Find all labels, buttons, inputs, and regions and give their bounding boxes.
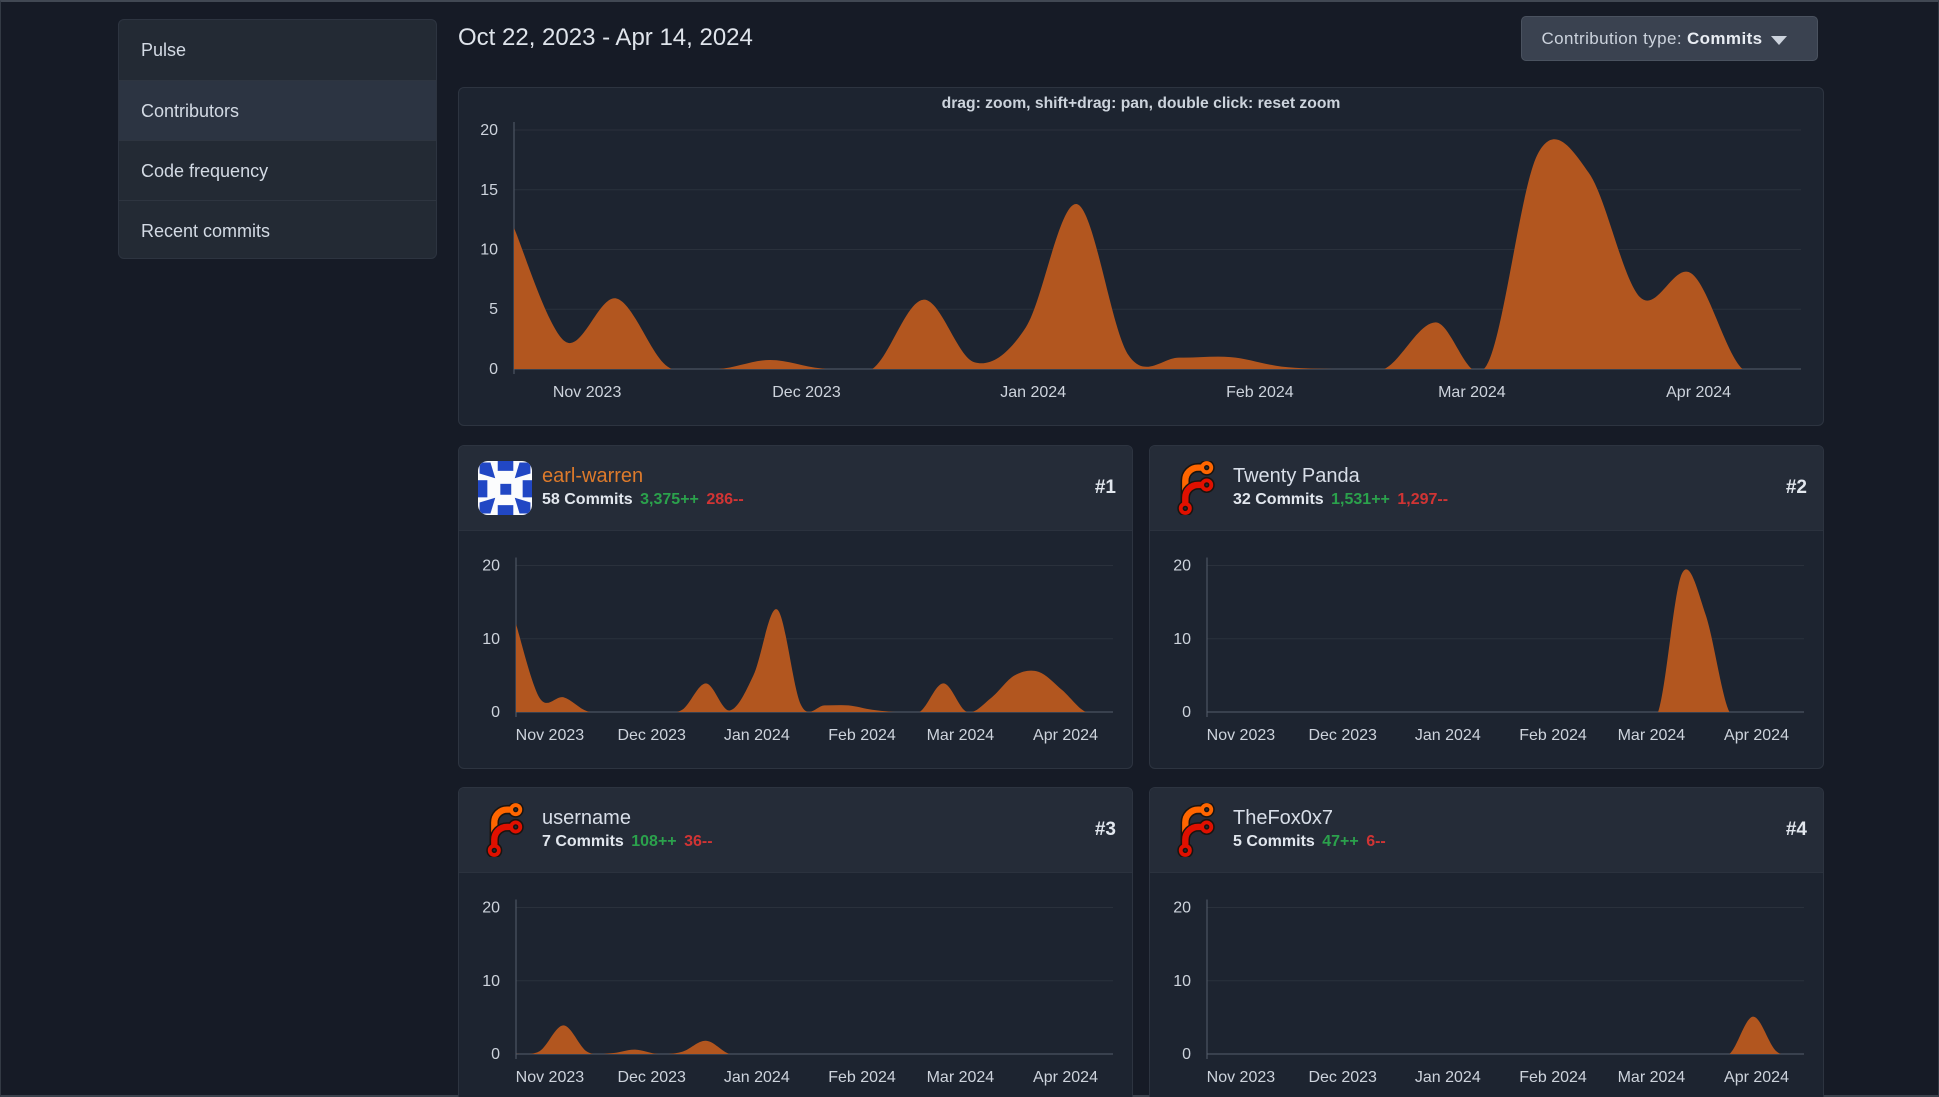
svg-text:20: 20	[1173, 558, 1191, 575]
svg-text:10: 10	[482, 631, 500, 648]
svg-text:Nov 2023: Nov 2023	[516, 1069, 585, 1086]
svg-text:0: 0	[491, 704, 500, 721]
svg-text:10: 10	[1173, 631, 1191, 648]
svg-text:20: 20	[1173, 900, 1191, 917]
svg-text:Feb 2024: Feb 2024	[1519, 1069, 1587, 1086]
svg-text:10: 10	[482, 973, 500, 990]
svg-text:Mar 2024: Mar 2024	[1438, 384, 1506, 401]
svg-text:Mar 2024: Mar 2024	[1618, 1069, 1686, 1086]
svg-text:Apr 2024: Apr 2024	[1724, 727, 1789, 744]
svg-text:Mar 2024: Mar 2024	[927, 1069, 995, 1086]
svg-text:0: 0	[491, 1046, 500, 1063]
svg-text:Feb 2024: Feb 2024	[828, 1069, 896, 1086]
svg-text:10: 10	[480, 242, 498, 259]
svg-text:Nov 2023: Nov 2023	[553, 384, 622, 401]
svg-text:Jan 2024: Jan 2024	[724, 1069, 790, 1086]
svg-text:Apr 2024: Apr 2024	[1666, 384, 1731, 401]
svg-text:5: 5	[489, 301, 498, 318]
svg-text:Jan 2024: Jan 2024	[1000, 384, 1066, 401]
svg-text:Dec 2023: Dec 2023	[1308, 727, 1377, 744]
svg-text:Feb 2024: Feb 2024	[1519, 727, 1587, 744]
svg-text:Dec 2023: Dec 2023	[617, 727, 686, 744]
svg-text:Nov 2023: Nov 2023	[1207, 727, 1276, 744]
svg-text:Jan 2024: Jan 2024	[1415, 1069, 1481, 1086]
svg-text:Apr 2024: Apr 2024	[1033, 1069, 1098, 1086]
svg-text:Mar 2024: Mar 2024	[1618, 727, 1686, 744]
svg-text:Nov 2023: Nov 2023	[516, 727, 585, 744]
svg-text:20: 20	[480, 122, 498, 139]
svg-text:Dec 2023: Dec 2023	[772, 384, 841, 401]
svg-text:Jan 2024: Jan 2024	[1415, 727, 1481, 744]
svg-text:10: 10	[1173, 973, 1191, 990]
svg-text:Nov 2023: Nov 2023	[1207, 1069, 1276, 1086]
svg-text:15: 15	[480, 182, 498, 199]
svg-text:0: 0	[489, 361, 498, 378]
svg-text:20: 20	[482, 558, 500, 575]
svg-text:Dec 2023: Dec 2023	[617, 1069, 686, 1086]
svg-text:0: 0	[1182, 704, 1191, 721]
svg-text:Jan 2024: Jan 2024	[724, 727, 790, 744]
svg-text:Apr 2024: Apr 2024	[1724, 1069, 1789, 1086]
svg-text:20: 20	[482, 900, 500, 917]
svg-text:0: 0	[1182, 1046, 1191, 1063]
svg-text:Dec 2023: Dec 2023	[1308, 1069, 1377, 1086]
svg-text:Feb 2024: Feb 2024	[828, 727, 896, 744]
svg-text:Mar 2024: Mar 2024	[927, 727, 995, 744]
svg-text:Feb 2024: Feb 2024	[1226, 384, 1294, 401]
svg-text:Apr 2024: Apr 2024	[1033, 727, 1098, 744]
